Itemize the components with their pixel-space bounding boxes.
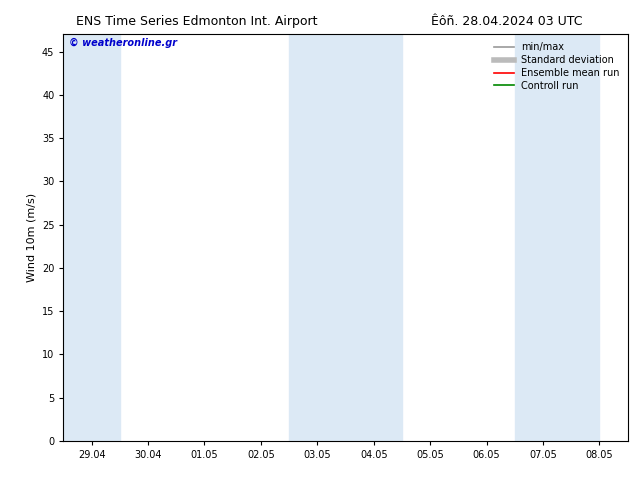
Bar bbox=[63, 34, 120, 441]
Text: Êôñ. 28.04.2024 03 UTC: Êôñ. 28.04.2024 03 UTC bbox=[431, 15, 583, 28]
Text: ENS Time Series Edmonton Int. Airport: ENS Time Series Edmonton Int. Airport bbox=[76, 15, 318, 28]
Y-axis label: Wind 10m (m/s): Wind 10m (m/s) bbox=[27, 193, 36, 282]
Legend: min/max, Standard deviation, Ensemble mean run, Controll run: min/max, Standard deviation, Ensemble me… bbox=[491, 39, 623, 94]
Bar bbox=[515, 34, 600, 441]
Bar bbox=[289, 34, 402, 441]
Text: © weatheronline.gr: © weatheronline.gr bbox=[69, 38, 177, 49]
